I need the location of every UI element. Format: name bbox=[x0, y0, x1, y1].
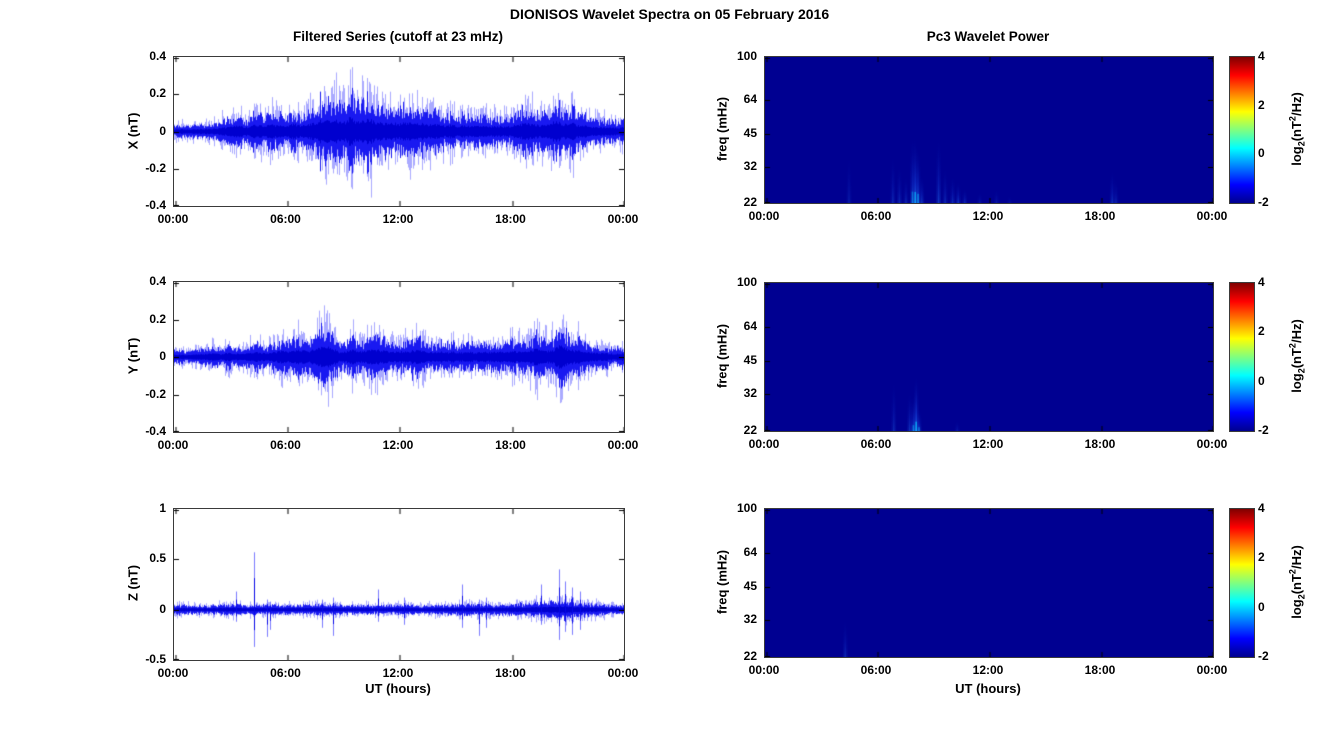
y-tick-label: -0.2 bbox=[145, 160, 166, 175]
y-tick-label: 45 bbox=[743, 579, 757, 594]
y-tick-label: 64 bbox=[743, 544, 757, 559]
y-tick-label: 0.5 bbox=[149, 551, 166, 566]
y-tick-label: 100 bbox=[736, 49, 757, 63]
colorbar-tick-label: -2 bbox=[1258, 423, 1269, 437]
y-tick-label: 0 bbox=[159, 349, 166, 363]
x-tick-label: 06:00 bbox=[270, 212, 301, 226]
y-tick-label: 22 bbox=[743, 423, 757, 437]
colorbar-label: log2(nT2/Hz) bbox=[1287, 319, 1307, 393]
x-tick-label: 12:00 bbox=[382, 666, 414, 680]
colorbar-tick-label: -2 bbox=[1258, 195, 1269, 209]
x-tick-label: 06:00 bbox=[860, 663, 892, 677]
colorbar-tick-label: 4 bbox=[1258, 275, 1265, 289]
colorbar bbox=[1229, 508, 1255, 658]
y-wavelet-spectrogram bbox=[764, 282, 1214, 432]
y-tick-label: 100 bbox=[736, 275, 757, 289]
x-tick-label: 00:00 bbox=[607, 438, 639, 452]
y-tick-label: 1 bbox=[159, 501, 166, 515]
x-tick-label: 06:00 bbox=[860, 209, 892, 223]
x-tick-label: 06:00 bbox=[270, 438, 301, 452]
colorbar-tick-label: 0 bbox=[1258, 373, 1265, 388]
y-tick-label: 22 bbox=[743, 649, 757, 663]
x-axis-label-left: UT (hours) bbox=[365, 681, 431, 696]
colorbar-tick-label: 2 bbox=[1258, 324, 1265, 339]
figure-title: DIONISOS Wavelet Spectra on 05 February … bbox=[509, 6, 830, 22]
x-tick-label: 00:00 bbox=[607, 666, 639, 680]
colorbar bbox=[1229, 56, 1255, 204]
y-tick-label: 0 bbox=[159, 123, 166, 138]
colorbar-label: log2(nT2/Hz) bbox=[1287, 92, 1307, 166]
y-tick-label: 0.4 bbox=[149, 49, 166, 63]
y-tick-label: -0.4 bbox=[145, 198, 166, 212]
y-tick-label: 0 bbox=[159, 601, 166, 616]
colorbar-tick-label: 2 bbox=[1258, 97, 1265, 112]
y-tick-label: 100 bbox=[736, 501, 757, 515]
y-tick-label: 32 bbox=[743, 386, 757, 401]
y-tick-label: 45 bbox=[743, 125, 757, 140]
x-tick-label: 00:00 bbox=[748, 437, 780, 451]
x-tick-label: 12:00 bbox=[972, 663, 1004, 677]
wavelet-power-title: Pc3 Wavelet Power bbox=[926, 29, 1050, 44]
y-tick-label: -0.5 bbox=[145, 652, 166, 666]
x-tick-label: 12:00 bbox=[972, 437, 1004, 451]
colorbar-tick-label: 4 bbox=[1258, 501, 1265, 515]
y-tick-label: 32 bbox=[743, 612, 757, 627]
colorbar-tick-label: 0 bbox=[1258, 146, 1265, 161]
x-tick-label: 00:00 bbox=[1196, 437, 1228, 451]
x-tick-label: 06:00 bbox=[270, 666, 301, 680]
y-axis-label-z: Z (nT) bbox=[125, 564, 141, 602]
x-tick-label: 18:00 bbox=[1084, 663, 1116, 677]
x-axis-label-right: UT (hours) bbox=[955, 681, 1021, 696]
colorbar-tick-label: 2 bbox=[1258, 550, 1265, 565]
colorbar-tick-label: 4 bbox=[1258, 49, 1265, 63]
colorbar-label: log2(nT2/Hz) bbox=[1287, 545, 1307, 619]
x-tick-label: 18:00 bbox=[1084, 437, 1116, 451]
x-filtered-series-plot bbox=[173, 56, 625, 207]
y-tick-label: 45 bbox=[743, 353, 757, 368]
y-filtered-series-plot bbox=[173, 281, 625, 433]
x-tick-label: 06:00 bbox=[860, 437, 892, 451]
x-tick-label: 00:00 bbox=[157, 666, 189, 680]
y-tick-label: -0.4 bbox=[145, 424, 166, 438]
x-tick-label: 12:00 bbox=[382, 212, 414, 226]
y-tick-label: 64 bbox=[743, 92, 757, 107]
y-tick-label: 64 bbox=[743, 318, 757, 333]
colorbar bbox=[1229, 282, 1255, 432]
x-tick-label: 12:00 bbox=[382, 438, 414, 452]
x-wavelet-spectrogram bbox=[764, 56, 1214, 204]
y-tick-label: -0.2 bbox=[145, 386, 166, 401]
x-tick-label: 12:00 bbox=[972, 209, 1004, 223]
x-tick-label: 18:00 bbox=[1084, 209, 1116, 223]
x-tick-label: 00:00 bbox=[607, 212, 639, 226]
colorbar-tick-label: -2 bbox=[1258, 649, 1269, 663]
x-tick-label: 00:00 bbox=[157, 212, 189, 226]
y-tick-label: 32 bbox=[743, 158, 757, 173]
z-filtered-series-plot bbox=[173, 508, 625, 661]
x-tick-label: 18:00 bbox=[495, 438, 526, 452]
z-wavelet-spectrogram bbox=[764, 508, 1214, 658]
y-tick-label: 22 bbox=[743, 195, 757, 209]
y-tick-label: 0.4 bbox=[149, 274, 166, 288]
colorbar-tick-label: 0 bbox=[1258, 599, 1265, 614]
x-tick-label: 00:00 bbox=[748, 209, 780, 223]
y-tick-label: 0.2 bbox=[149, 311, 166, 326]
x-tick-label: 00:00 bbox=[1196, 209, 1228, 223]
x-tick-label: 00:00 bbox=[1196, 663, 1228, 677]
filtered-series-title: Filtered Series (cutoff at 23 mHz) bbox=[292, 29, 504, 44]
x-tick-label: 00:00 bbox=[157, 438, 189, 452]
x-tick-label: 18:00 bbox=[495, 666, 526, 680]
x-tick-label: 00:00 bbox=[748, 663, 780, 677]
x-tick-label: 18:00 bbox=[495, 212, 526, 226]
y-tick-label: 0.2 bbox=[149, 86, 166, 101]
